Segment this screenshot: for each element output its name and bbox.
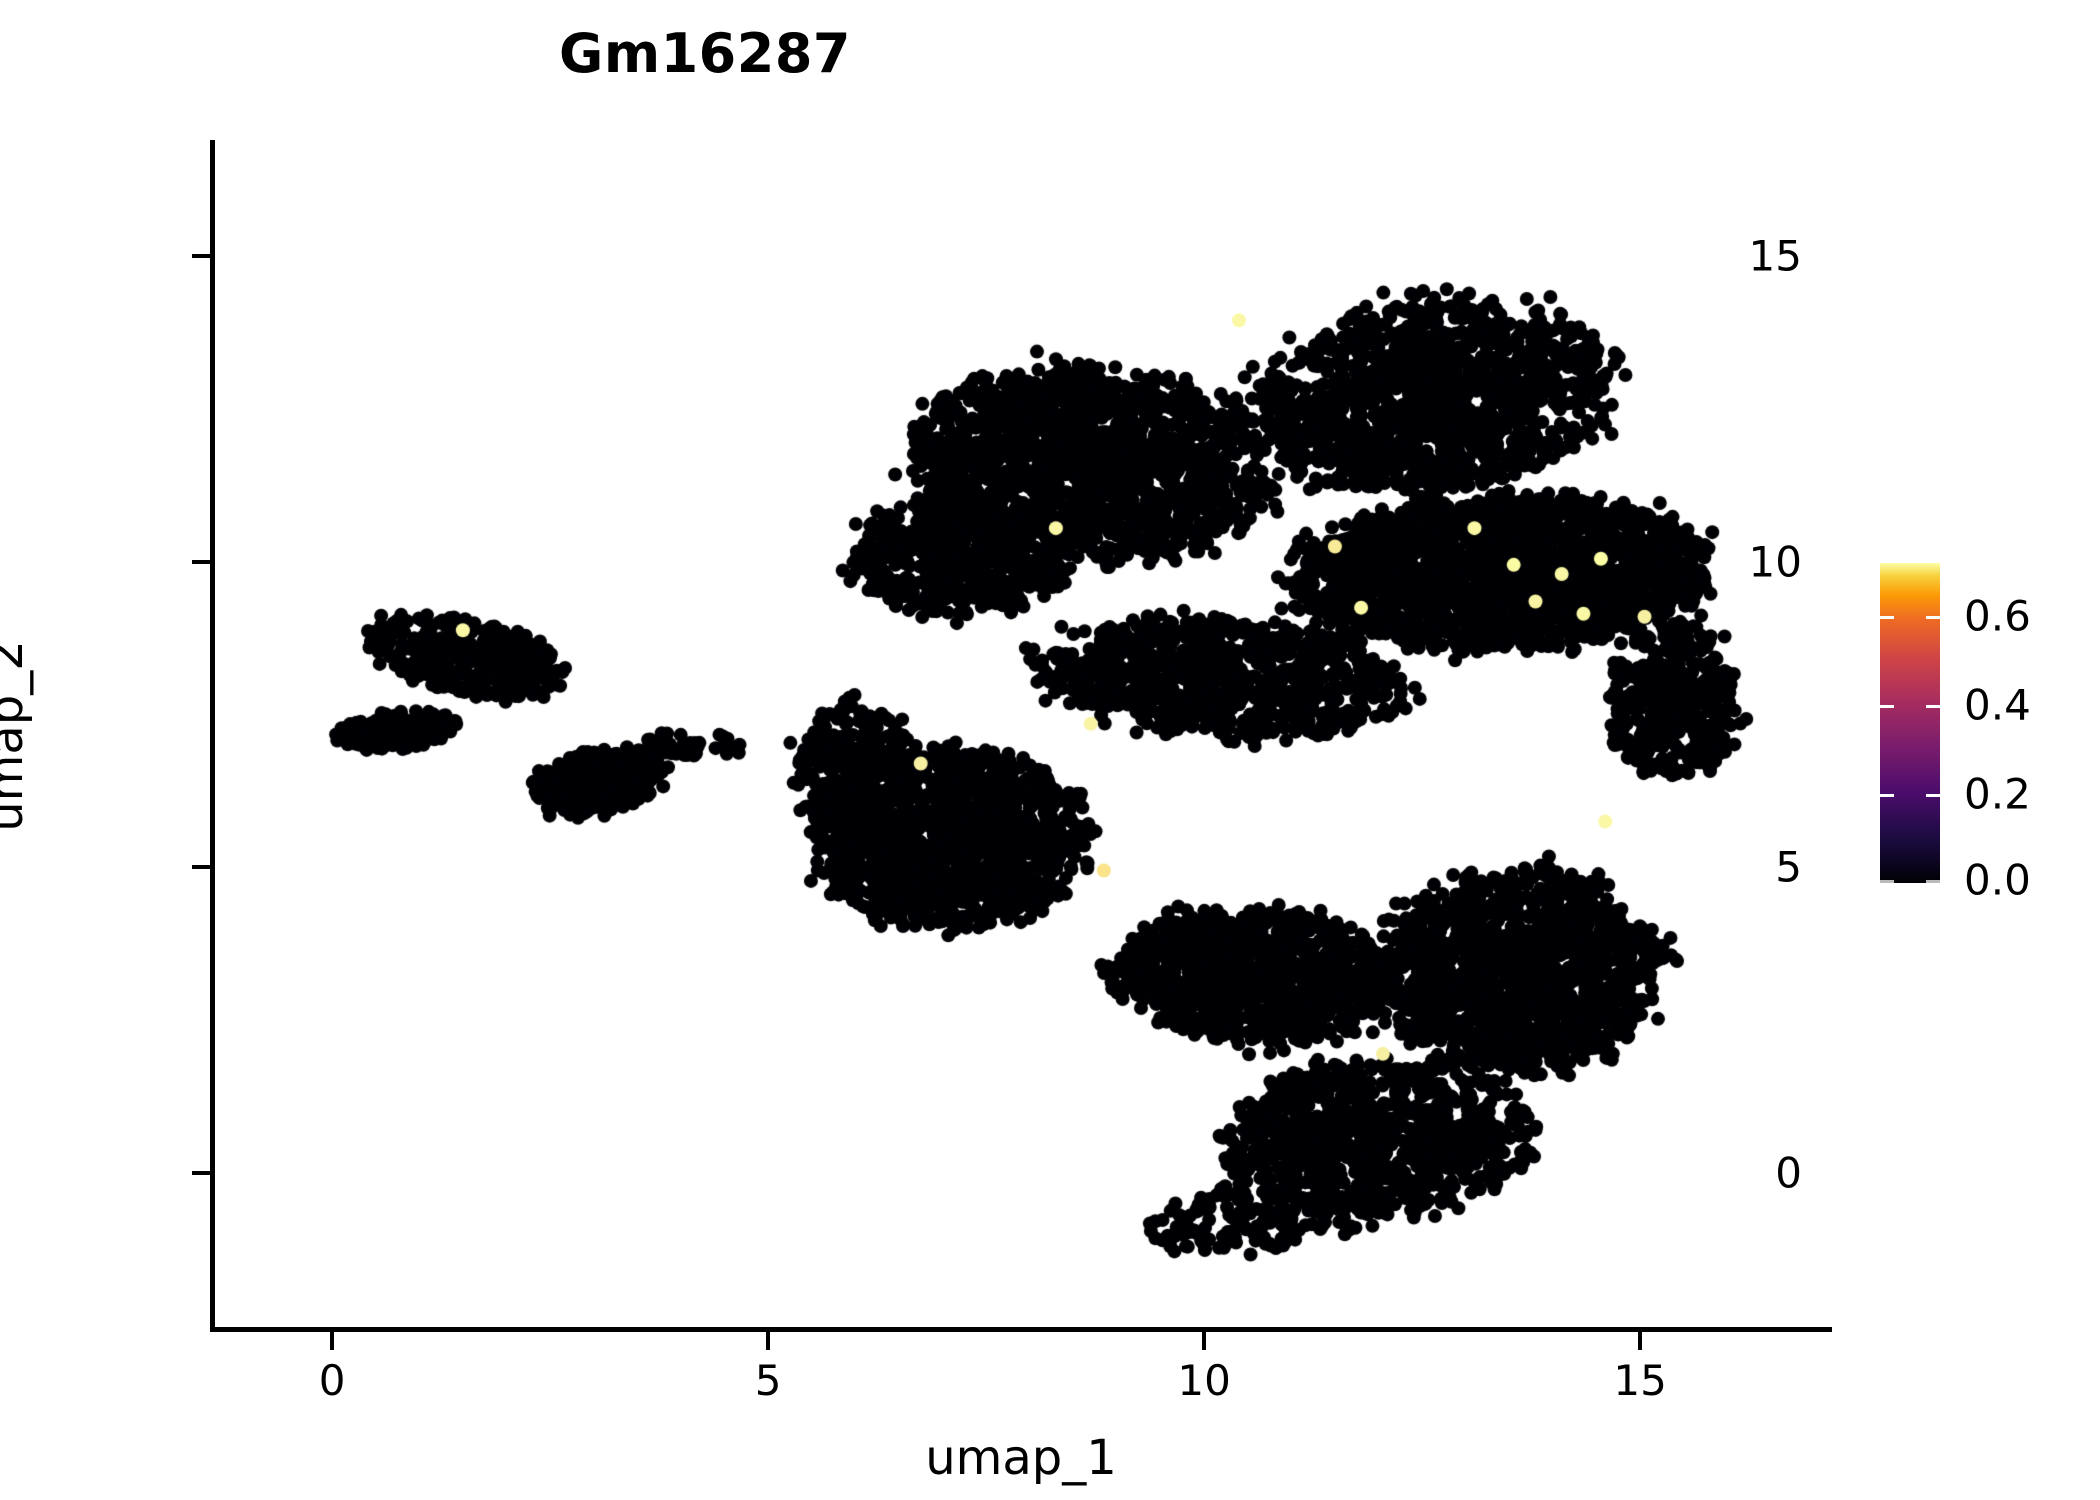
- colorbar-tick-label: 0.2: [1964, 769, 2031, 819]
- colorbar-tick-label: 0.6: [1964, 591, 2031, 641]
- colorbar-tick-mark: [1880, 616, 1894, 620]
- y-tick-label: 5: [1775, 842, 1802, 892]
- colorbar-tick-mark: [1880, 794, 1894, 798]
- x-tick-mark: [1638, 1332, 1643, 1350]
- x-axis-label: umap_1: [925, 1430, 1117, 1486]
- x-tick-label: 5: [754, 1356, 782, 1405]
- x-tick-label: 15: [1613, 1356, 1667, 1405]
- y-tick-label: 15: [1748, 231, 1802, 281]
- y-axis-spine: [210, 140, 215, 1332]
- colorbar-tick-mark: [1926, 705, 1940, 709]
- page-title: Gm16287: [559, 22, 851, 85]
- colorbar-tick-mark: [1926, 880, 1940, 883]
- plot-axes: 0 5 10 15 0 5 10 15 umap_1 umap_2: [0, 140, 1832, 1486]
- y-tick-label: 0: [1775, 1148, 1802, 1198]
- y-tick-label: 10: [1748, 537, 1802, 587]
- colorbar-tick-mark: [1880, 705, 1894, 709]
- colorbar-tick-mark: [1926, 616, 1940, 620]
- colorbar-tick-mark: [1926, 794, 1940, 798]
- colorbar-tick-label: 0.4: [1964, 680, 2031, 730]
- y-tick-mark: [192, 865, 210, 870]
- colorbar-tick-mark: [1880, 880, 1894, 883]
- x-tick-label: 0: [318, 1356, 346, 1405]
- x-tick-label: 10: [1177, 1356, 1231, 1405]
- colorbar-tick-label: 0.0: [1964, 855, 2031, 905]
- y-tick-mark: [192, 254, 210, 259]
- x-tick-mark: [1202, 1332, 1207, 1350]
- y-axis-label: umap_2: [0, 640, 34, 832]
- y-tick-mark: [192, 559, 210, 564]
- x-axis-spine: [210, 1327, 1832, 1332]
- colorbar-gradient: [1880, 563, 1940, 883]
- x-tick-mark: [766, 1332, 771, 1350]
- y-tick-mark: [192, 1171, 210, 1176]
- x-tick-mark: [330, 1332, 335, 1350]
- scatter-plot-canvas: [210, 140, 1832, 1332]
